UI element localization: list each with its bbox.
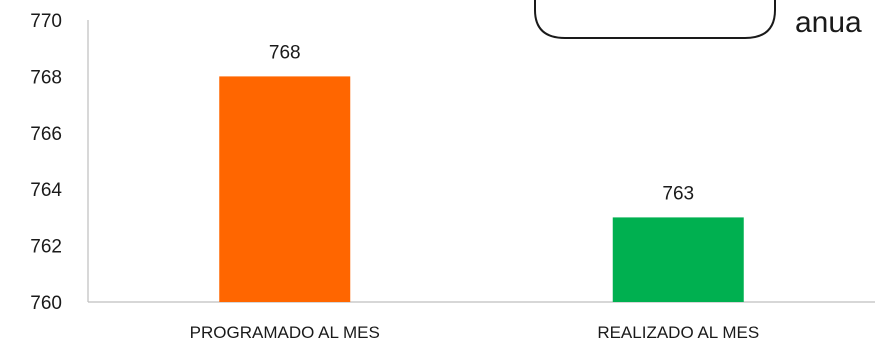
callout-text: anua [795, 6, 862, 39]
category-labels: PROGRAMADO AL MES REALIZADO AL MES [190, 323, 760, 342]
category-label: REALIZADO AL MES [597, 323, 759, 342]
y-tick-label: 766 [30, 124, 62, 145]
callout-shape [534, 0, 776, 39]
y-tick-label: 770 [30, 11, 62, 32]
y-tick-label: 768 [30, 67, 62, 88]
bar [219, 76, 351, 303]
y-axis-ticks: 760 762 764 766 768 770 [30, 11, 62, 314]
data-labels: 768 763 [269, 42, 694, 204]
y-tick-label: 760 [30, 293, 62, 314]
bars [219, 76, 744, 303]
bar-value-label: 763 [662, 183, 694, 204]
y-tick-label: 764 [30, 180, 62, 201]
y-tick-label: 762 [30, 237, 62, 258]
category-label: PROGRAMADO AL MES [190, 323, 380, 342]
bar-value-label: 768 [269, 42, 301, 63]
bar [612, 217, 744, 302]
